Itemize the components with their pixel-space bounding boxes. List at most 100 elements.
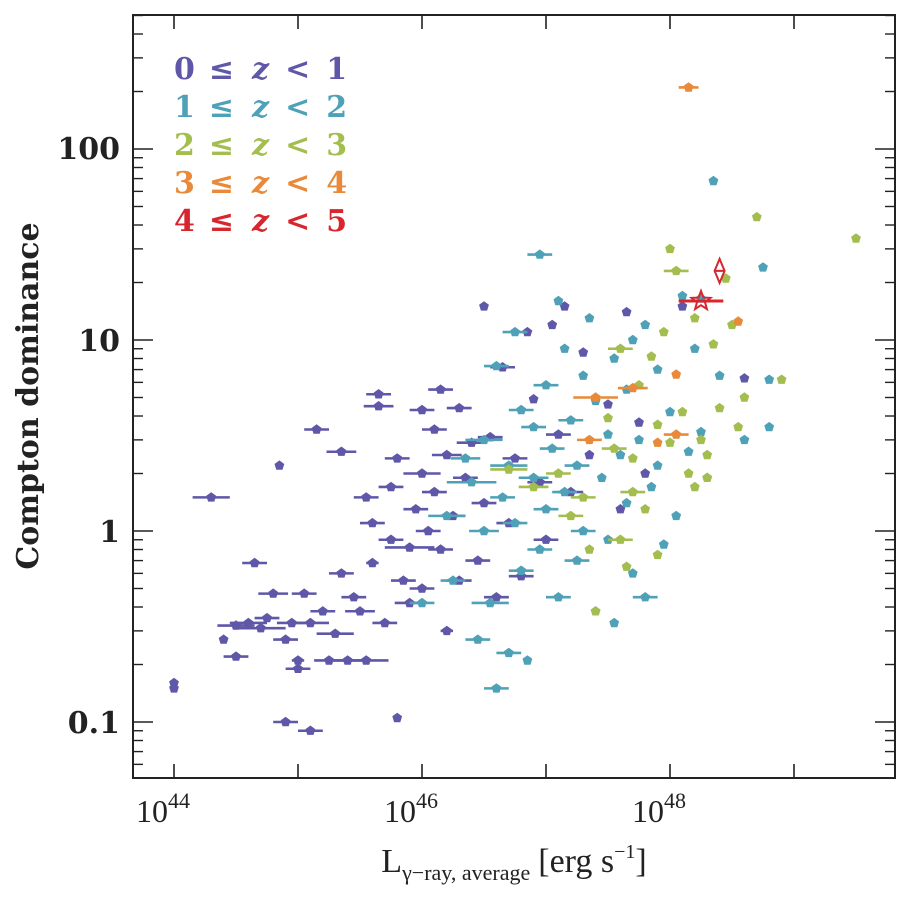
data-point [491,592,502,602]
data-point [702,449,713,460]
data-point [522,655,533,665]
limit-marker [713,256,726,286]
data-point [479,497,489,508]
data-point [293,655,303,665]
data-point [485,597,496,608]
data-point [361,655,372,665]
data-point [528,472,539,482]
x-axis-title: Lγ−ray, average [erg s−1] [381,841,646,885]
data-point [758,262,768,272]
data-point [299,588,310,598]
data-point [392,453,403,463]
data-point [596,472,607,482]
data-point [553,468,564,478]
data-point [578,370,589,380]
legend-entry-4: 4 ≤ z <5 [174,204,347,239]
data-point [590,606,601,616]
data-point [547,319,558,330]
data-point [280,716,291,727]
data-point [262,612,272,623]
data-point [578,347,589,357]
data-point [733,316,744,326]
data-point [671,369,682,379]
data-point [448,575,458,585]
data-point [218,634,229,644]
data-point [621,561,632,571]
data-point [665,406,675,417]
y-tick-label-10: 10 [78,324,120,359]
legend-entry-3: 3 ≤ z <4 [174,166,347,201]
data-point [417,583,427,593]
data-point [627,568,638,578]
data-point [231,651,241,661]
legend-entry-0: 0 ≤ z <1 [174,52,347,87]
data-point [652,419,663,429]
data-point [361,492,372,502]
data-point [696,434,706,445]
data-point [584,544,595,554]
data-point [479,525,489,536]
data-point [621,497,632,508]
data-point [640,319,651,330]
data-point [454,402,465,413]
data-point [640,504,651,514]
data-point [671,265,682,276]
series-3 [573,82,744,447]
data-point [410,504,421,514]
data-point [417,597,427,608]
data-point [206,492,217,502]
data-point [404,542,415,552]
data-point [460,453,471,463]
data-point [441,625,452,636]
data-point [708,339,719,349]
data-point [739,392,750,402]
data-point [516,404,527,415]
data-point [615,534,626,544]
data-point [435,384,446,394]
data-point [311,424,322,434]
data-point [627,486,638,497]
y-tick-label-0.1: 0.1 [68,706,120,741]
data-point [528,394,539,404]
data-point [677,301,688,311]
data-point [764,374,775,384]
data-point [274,460,285,470]
data-point [503,647,514,658]
data-point [435,544,446,554]
data-point [373,401,384,411]
data-point [293,663,303,673]
data-point [671,429,682,439]
data-point [851,233,861,243]
data-point [615,449,626,460]
data-point [603,429,613,439]
legend-entry-1: 1 ≤ z <2 [174,90,347,125]
data-point [280,634,291,644]
data-point [429,424,440,434]
data-point [652,364,663,374]
data-point [634,434,644,445]
legend: 0 ≤ z <11 ≤ z <22 ≤ z <33 ≤ z <44 ≤ z <5 [174,52,347,239]
data-point [497,492,508,502]
data-point [609,617,620,628]
data-point [609,443,620,453]
axis-ticks [133,14,895,778]
data-point [559,343,570,353]
y-tick-label-100: 100 [57,132,120,167]
data-point [510,326,520,337]
data-point [739,373,750,383]
data-point [169,683,179,693]
data-point [696,426,706,437]
data-point [429,486,440,497]
data-point [534,249,545,259]
data-point [305,725,316,735]
data-point [491,360,502,371]
data-point [534,544,545,554]
data-point [392,712,403,723]
data-point [472,634,483,644]
data-point [348,592,359,602]
data-point [665,243,675,254]
data-point [652,460,663,470]
data-point [665,437,675,447]
data-point [541,534,551,544]
data-point [603,399,613,409]
